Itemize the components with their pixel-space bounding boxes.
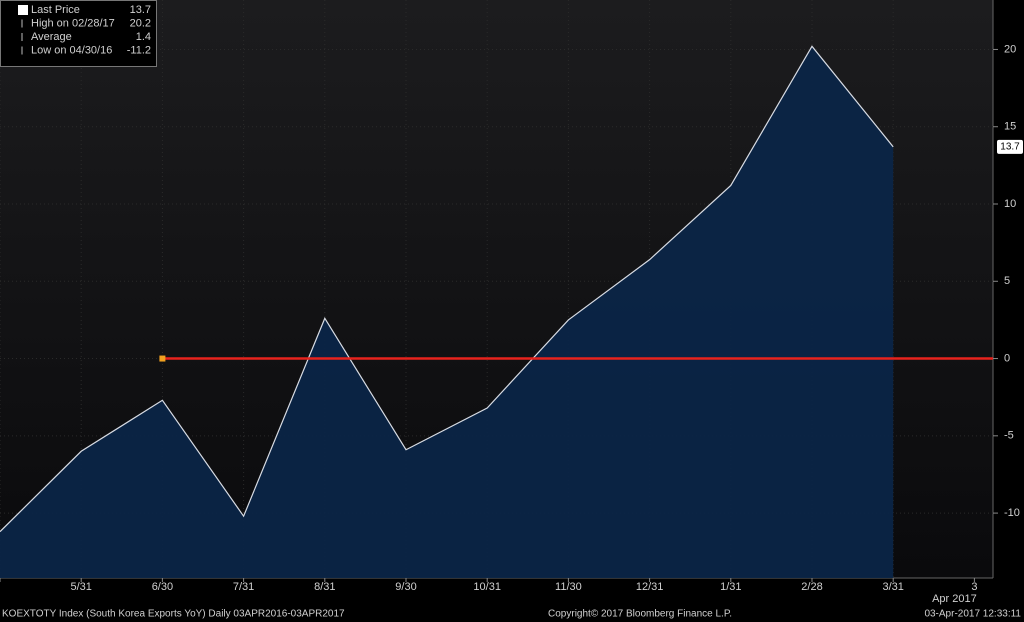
y-tick-label: -5 — [1004, 430, 1014, 442]
x-tick-label: 1/31 — [720, 581, 741, 593]
footer-right: 03-Apr-2017 12:33:11 — [924, 609, 1021, 620]
legend-value: -11.2 — [127, 44, 151, 56]
footer-center: Copyright© 2017 Bloomberg Finance L.P. — [548, 609, 732, 620]
legend-label: High on 02/28/17 — [31, 17, 115, 29]
reference-anchor — [159, 355, 166, 362]
x-tick-label: 9/30 — [395, 581, 416, 593]
x-tick-label: 10/31 — [473, 581, 501, 593]
legend-value: 20.2 — [130, 17, 151, 29]
y-tick-label: -10 — [1004, 507, 1020, 519]
y-tick-label: 15 — [1004, 121, 1016, 133]
last-value-box — [997, 139, 1023, 154]
x-tick-label: 5/31 — [70, 581, 91, 593]
legend-swatch — [18, 5, 28, 15]
x-tick-label: 11/30 — [555, 581, 582, 593]
x-tick-label: 12/31 — [636, 581, 664, 593]
legend: Last Price 13.7 High on 02/28/17 20.2 Averag… — [0, 0, 157, 67]
x-tick-label: 8/31 — [314, 581, 335, 593]
area — [0, 46, 894, 578]
last-value-label: 13.7 — [1000, 141, 1020, 152]
x-tick-label: 6/30 — [152, 581, 173, 593]
legend-label: Average — [31, 31, 72, 43]
x-tick-label: 3 — [971, 581, 977, 593]
legend-value: 13.7 — [130, 4, 151, 16]
x-tick-label: 3/31 — [882, 581, 903, 593]
legend-label: Last Price — [31, 4, 80, 16]
legend-value: 1.4 — [136, 31, 151, 43]
line — [0, 45, 894, 533]
x-year-label: Apr 2017 — [932, 593, 977, 605]
y-tick-label: 10 — [1004, 198, 1016, 210]
x-tick-label: 2/28 — [801, 581, 822, 593]
footer-left: KOEXTOTY Index (South Korea Exports YoY)… — [2, 609, 345, 620]
legend-label: Low on 04/30/16 — [31, 44, 112, 56]
y-tick-label: 20 — [1004, 43, 1016, 55]
y-tick-label: 5 — [1004, 275, 1010, 287]
y-tick-label: 0 — [1004, 352, 1010, 364]
x-tick-label: 7/31 — [233, 581, 254, 593]
